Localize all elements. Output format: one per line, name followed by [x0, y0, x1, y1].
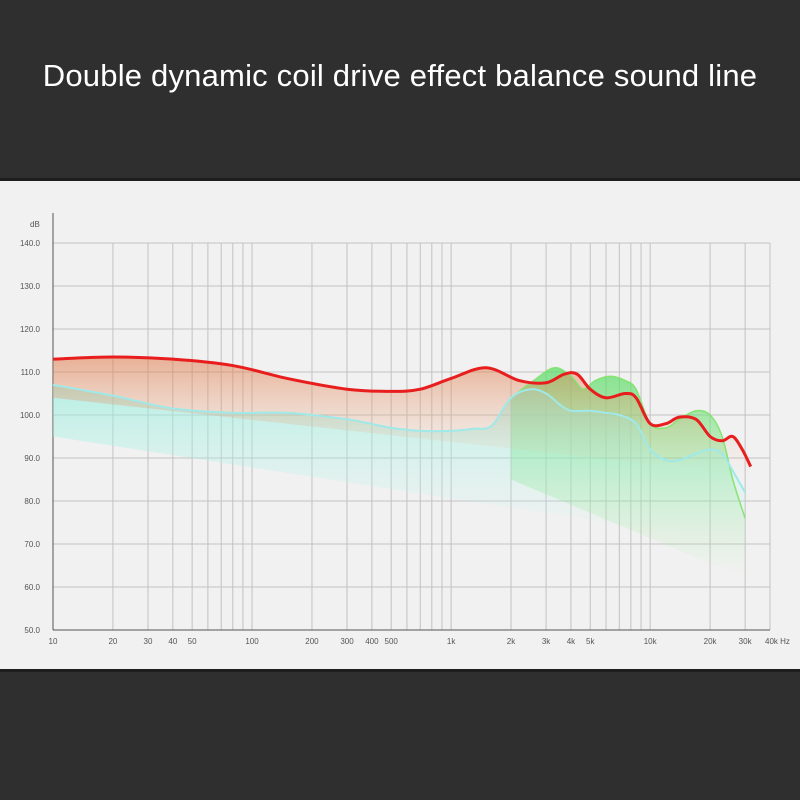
x-tick-label: 20k [704, 637, 718, 646]
x-tick-label: 30k [739, 637, 753, 646]
page-title: Double dynamic coil drive effect balance… [42, 58, 758, 93]
chart-fills [53, 356, 751, 579]
x-tick-label: 500 [385, 637, 399, 646]
y-tick-label: 100.0 [20, 411, 41, 420]
chart-lines [52, 355, 753, 519]
x-tick-label: 1k [447, 637, 456, 646]
x-tick-label: 400 [365, 637, 379, 646]
y-tick-label: 130.0 [20, 282, 41, 291]
y-tick-label: 120.0 [20, 325, 41, 334]
chart-panel: 140.0 130.0 120.0 110.0 100.0 90.0 80.0 70.0 60.… [0, 178, 800, 672]
y-tick-label: 60.0 [24, 583, 40, 592]
x-tick-label: 4k [567, 637, 576, 646]
y-tick-label: 70.0 [24, 540, 40, 549]
series-line-red [52, 355, 753, 468]
x-tick-label: 5k [586, 637, 595, 646]
red-fill-area [53, 356, 751, 476]
x-tick-label: 40k Hz [765, 637, 790, 646]
series-line-cyan [52, 383, 746, 493]
x-tick-label: 3k [542, 637, 551, 646]
x-tick-label: 2k [507, 637, 516, 646]
x-tick-label: 200 [305, 637, 319, 646]
y-tick-label: 140.0 [20, 239, 41, 248]
y-tick-label: 110.0 [21, 368, 41, 377]
x-tick-label: 40 [168, 637, 177, 646]
x-tick-label: 100 [245, 637, 259, 646]
y-axis-labels: 140.0 130.0 120.0 110.0 100.0 90.0 80.0 70.0 60.… [20, 239, 41, 635]
x-axis-labels: 10 20 30 40 50 100 200 300 400 500 1k 2k 3k 4k 5k 10k 20… [49, 637, 790, 646]
x-tick-label: 30 [144, 637, 153, 646]
y-tick-label: 90.0 [24, 454, 40, 463]
x-tick-label: 300 [340, 637, 354, 646]
y-tick-label: 50.0 [24, 626, 40, 635]
x-tick-label: 10k [644, 637, 658, 646]
x-tick-label: 10 [49, 637, 58, 646]
frequency-response-chart: 140.0 130.0 120.0 110.0 100.0 90.0 80.0 70.0 60.… [20, 213, 790, 646]
y-tick-label: 80.0 [24, 497, 40, 506]
x-tick-label: 20 [108, 637, 117, 646]
y-unit-label: dB [30, 220, 40, 229]
x-tick-label: 50 [188, 637, 197, 646]
